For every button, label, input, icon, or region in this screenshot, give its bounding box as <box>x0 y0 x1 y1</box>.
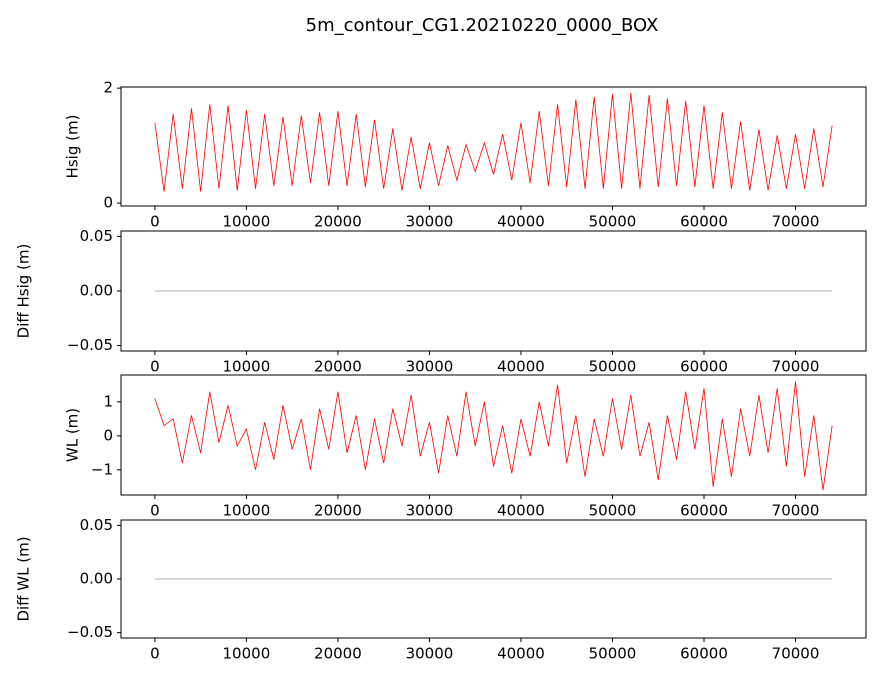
y-tick-label: 0.05 <box>80 516 113 534</box>
x-tick-label: 70000 <box>772 645 820 663</box>
y-tick-label: 0 <box>103 194 113 212</box>
x-tick-label: 30000 <box>406 645 454 663</box>
y-tick-label: 1 <box>103 392 113 410</box>
y-tick-label: −0.05 <box>67 623 113 641</box>
y-tick-label: −0.05 <box>67 336 113 354</box>
x-tick-label: 60000 <box>680 502 728 520</box>
y-axis-label: WL (m) <box>64 408 82 462</box>
x-tick-label: 60000 <box>680 645 728 663</box>
x-tick-label: 0 <box>150 358 160 376</box>
x-tick-label: 70000 <box>772 502 820 520</box>
x-tick-label: 50000 <box>589 645 637 663</box>
y-axis-label: Diff Hsig (m) <box>15 244 33 339</box>
x-tick-label: 50000 <box>589 213 637 231</box>
x-tick-label: 10000 <box>223 213 271 231</box>
x-tick-label: 30000 <box>406 213 454 231</box>
x-tick-label: 20000 <box>314 645 362 663</box>
x-tick-label: 70000 <box>772 213 820 231</box>
y-axis-label: Diff WL (m) <box>15 536 33 621</box>
x-tick-label: 50000 <box>589 358 637 376</box>
x-tick-label: 0 <box>150 213 160 231</box>
y-tick-label: 0.00 <box>80 282 113 300</box>
data-line <box>154 381 833 491</box>
x-tick-label: 40000 <box>497 502 545 520</box>
x-tick-label: 20000 <box>314 213 362 231</box>
y-tick-label: 0.00 <box>80 570 113 588</box>
x-tick-label: 40000 <box>497 213 545 231</box>
x-tick-label: 40000 <box>497 358 545 376</box>
x-tick-label: 10000 <box>223 358 271 376</box>
axes-frame <box>120 86 867 207</box>
y-tick-label: 2 <box>103 79 113 97</box>
x-tick-label: 0 <box>150 645 160 663</box>
axes-frame <box>120 374 867 496</box>
x-tick-label: 10000 <box>223 502 271 520</box>
data-line <box>154 92 833 192</box>
x-tick-label: 10000 <box>223 645 271 663</box>
x-tick-label: 20000 <box>314 502 362 520</box>
x-tick-label: 70000 <box>772 358 820 376</box>
x-tick-label: 60000 <box>680 358 728 376</box>
x-tick-label: 30000 <box>406 358 454 376</box>
x-tick-label: 30000 <box>406 502 454 520</box>
y-tick-label: 0 <box>103 426 113 444</box>
y-axis-label: Hsig (m) <box>64 115 82 179</box>
x-tick-label: 50000 <box>589 502 637 520</box>
figure-title: 5m_contour_CG1.20210220_0000_BOX <box>306 15 659 36</box>
x-tick-label: 20000 <box>314 358 362 376</box>
x-tick-label: 60000 <box>680 213 728 231</box>
x-tick-label: 0 <box>150 502 160 520</box>
y-tick-label: −1 <box>91 460 113 478</box>
y-tick-label: 0.05 <box>80 227 113 245</box>
x-tick-label: 40000 <box>497 645 545 663</box>
